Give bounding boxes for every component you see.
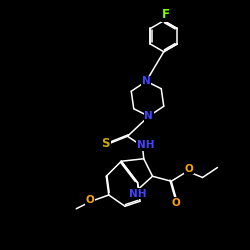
Text: NH: NH <box>137 140 154 150</box>
Text: NH: NH <box>129 189 146 199</box>
Text: O: O <box>184 164 193 174</box>
Text: F: F <box>162 8 170 21</box>
Text: O: O <box>86 195 94 205</box>
Text: O: O <box>172 198 180 207</box>
Text: N: N <box>144 111 153 121</box>
Text: S: S <box>102 137 110 150</box>
Text: N: N <box>142 76 150 86</box>
